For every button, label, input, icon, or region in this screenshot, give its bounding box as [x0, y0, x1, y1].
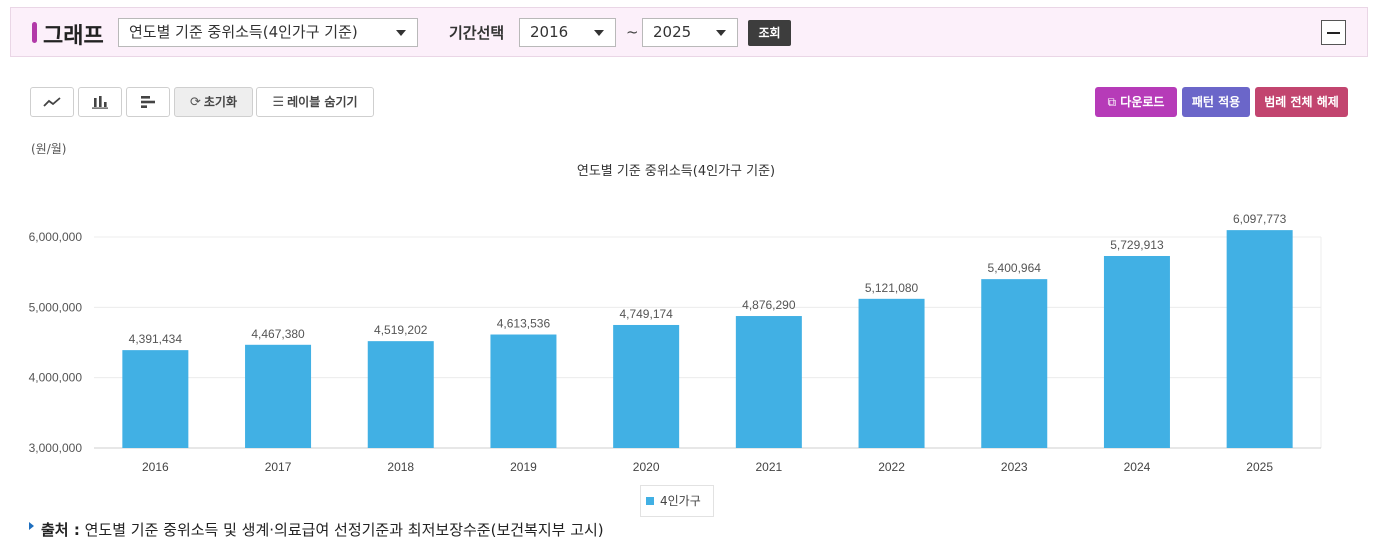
line-chart-button[interactable] [30, 87, 74, 117]
x-tick-label: 2019 [510, 460, 537, 474]
legend-swatch [646, 497, 654, 505]
minus-icon [1327, 32, 1340, 34]
data-label: 5,729,913 [1110, 238, 1164, 252]
bar-chart-button[interactable] [78, 87, 122, 117]
data-label: 4,391,434 [129, 332, 183, 346]
page-title: 그래프 [43, 24, 104, 49]
legend-clear-button[interactable]: 범례 전체 해제 [1255, 87, 1348, 117]
data-label: 6,097,773 [1233, 212, 1287, 226]
graph-header-bar: 그래프 연도별 기준 중위소득(4인가구 기준) 기간선택 2016 ~ 202… [10, 7, 1368, 57]
period-label: 기간선택 [449, 24, 505, 42]
x-tick-label: 2020 [633, 460, 660, 474]
legend-label: 4인가구 [660, 494, 701, 508]
bar [613, 324, 680, 448]
source-label: 출처 : [41, 521, 80, 539]
chevron-down-icon [716, 30, 726, 36]
horizontal-bar-chart-button[interactable] [126, 87, 170, 117]
x-tick-label: 2024 [1124, 460, 1151, 474]
x-tick-label: 2017 [265, 460, 292, 474]
hide-labels-button[interactable]: ☰ 레이블 숨기기 [256, 87, 374, 117]
chevron-down-icon [594, 30, 604, 36]
reset-button[interactable]: ⟳ 초기화 [174, 87, 253, 117]
y-tick-label: 3,000,000 [29, 441, 83, 455]
bar [490, 334, 557, 448]
x-tick-label: 2023 [1001, 460, 1028, 474]
data-label: 4,519,202 [374, 323, 428, 337]
x-tick-label: 2016 [142, 460, 169, 474]
refresh-icon: ⟳ [189, 95, 201, 110]
chart-select-dropdown[interactable]: 연도별 기준 중위소득(4인가구 기준) [118, 18, 418, 47]
chart-select-value: 연도별 기준 중위소득(4인가구 기준) [129, 23, 358, 41]
start-year-select[interactable]: 2016 [519, 18, 616, 47]
end-year-value: 2025 [653, 23, 692, 41]
start-year-value: 2016 [530, 23, 569, 41]
pattern-button[interactable]: 패턴 적용 [1182, 87, 1250, 117]
data-label: 5,121,080 [865, 281, 919, 295]
period-separator: ~ [626, 23, 639, 41]
source-text: 연도별 기준 중위소득 및 생계·의료급여 선정기준과 최저보장수준(보건복지부… [84, 521, 604, 539]
bar-chart-icon [92, 96, 108, 109]
chart-title: 연도별 기준 중위소득(4인가구 기준) [576, 164, 776, 179]
line-chart-icon [43, 97, 61, 107]
data-label: 4,613,536 [497, 317, 551, 331]
bar [367, 341, 434, 448]
data-label: 4,749,174 [619, 307, 673, 321]
hide-labels-label: 레이블 숨기기 [287, 95, 358, 109]
horizontal-bar-chart-icon [141, 96, 155, 108]
title-accent-mark [32, 22, 37, 43]
x-tick-label: 2022 [878, 460, 905, 474]
y-tick-label: 4,000,000 [29, 371, 83, 385]
y-axis-unit: (원/월) [31, 142, 67, 156]
reset-label: 초기화 [203, 95, 238, 109]
triangle-bullet-icon [29, 522, 34, 530]
chevron-down-icon [396, 30, 406, 36]
chart-legend[interactable]: 4인가구 [640, 485, 714, 517]
bar [122, 350, 189, 448]
bar [735, 316, 802, 448]
x-tick-label: 2025 [1246, 460, 1273, 474]
bar [1103, 255, 1170, 448]
x-tick-label: 2021 [755, 460, 782, 474]
download-label: 다운로드 [1120, 95, 1165, 109]
bar [1226, 230, 1293, 448]
source-note: 출처 : 연도별 기준 중위소득 및 생계·의료급여 선정기준과 최저보장수준(… [29, 519, 604, 540]
x-tick-label: 2018 [387, 460, 414, 474]
data-label: 4,467,380 [251, 327, 305, 341]
y-tick-label: 6,000,000 [29, 230, 83, 244]
download-button[interactable]: ⧉ 다운로드 [1095, 87, 1177, 117]
data-label: 5,400,964 [988, 261, 1042, 275]
end-year-select[interactable]: 2025 [642, 18, 738, 47]
map-icon: ⧉ [1107, 95, 1117, 109]
bar [858, 298, 925, 448]
query-button[interactable]: 조회 [748, 20, 791, 46]
list-icon: ☰ [272, 95, 285, 110]
data-label: 4,876,290 [742, 298, 796, 312]
bar [981, 279, 1048, 448]
collapse-button[interactable] [1321, 20, 1346, 45]
y-tick-label: 5,000,000 [29, 300, 83, 314]
bar [245, 344, 312, 448]
